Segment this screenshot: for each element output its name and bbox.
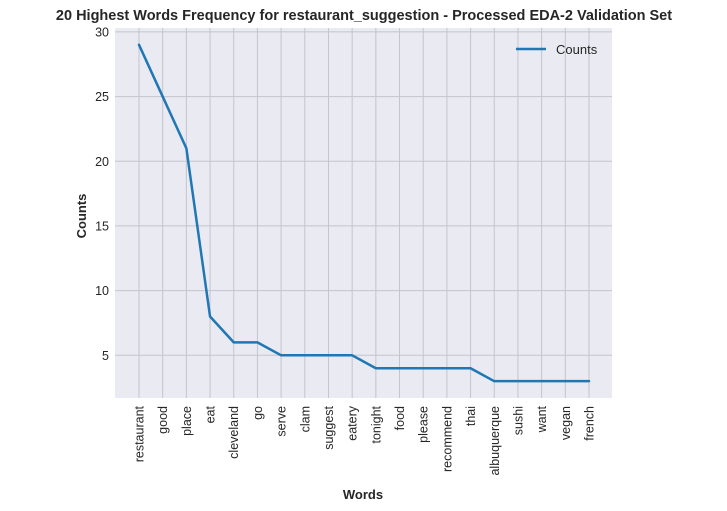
x-tick-label: vegan: [559, 406, 573, 440]
y-axis-label: Counts: [74, 194, 89, 239]
x-tick-label: albuquerque: [488, 406, 502, 476]
x-tick-label: food: [393, 406, 407, 430]
x-tick-label: sushi: [511, 406, 525, 435]
y-tick-label: 5: [102, 349, 109, 363]
x-tick-label: cleveland: [227, 406, 241, 459]
legend: Counts: [516, 42, 598, 57]
x-tick-label: french: [583, 406, 597, 441]
x-tick-label: thai: [464, 406, 478, 426]
y-tick-label: 10: [95, 284, 109, 298]
x-axis-label: Words: [343, 487, 383, 502]
y-tick-label: 20: [95, 155, 109, 169]
grid-lines: [115, 28, 612, 398]
x-axis-ticks: restaurant good place eat cleveland go serve cl…: [133, 405, 597, 475]
series-lines: [137, 43, 591, 383]
x-tick-label: tonight: [369, 405, 383, 443]
x-tick-label: suggest: [322, 405, 336, 449]
x-tick-label: eatery: [346, 405, 360, 440]
legend-label: Counts: [556, 42, 598, 57]
y-tick-label: 15: [95, 219, 109, 233]
chart-title: 20 Highest Words Frequency for restauran…: [56, 8, 672, 24]
series-line: [137, 43, 591, 383]
x-tick-label: serve: [275, 406, 289, 437]
x-tick-label: want: [535, 405, 549, 433]
y-tick-label: 25: [95, 90, 109, 104]
x-tick-label: go: [251, 406, 265, 420]
x-tick-label: place: [180, 406, 194, 436]
x-tick-label: please: [417, 406, 431, 443]
x-tick-label: good: [156, 406, 170, 434]
x-tick-label: eat: [204, 405, 218, 423]
y-axis-ticks: 5 10 15 20 25 30: [95, 25, 109, 362]
y-tick-label: 30: [95, 25, 109, 39]
x-tick-label: restaurant: [133, 405, 147, 462]
plot-area: [115, 28, 612, 398]
x-tick-label: recommend: [440, 406, 454, 472]
x-tick-label: clam: [298, 406, 312, 432]
